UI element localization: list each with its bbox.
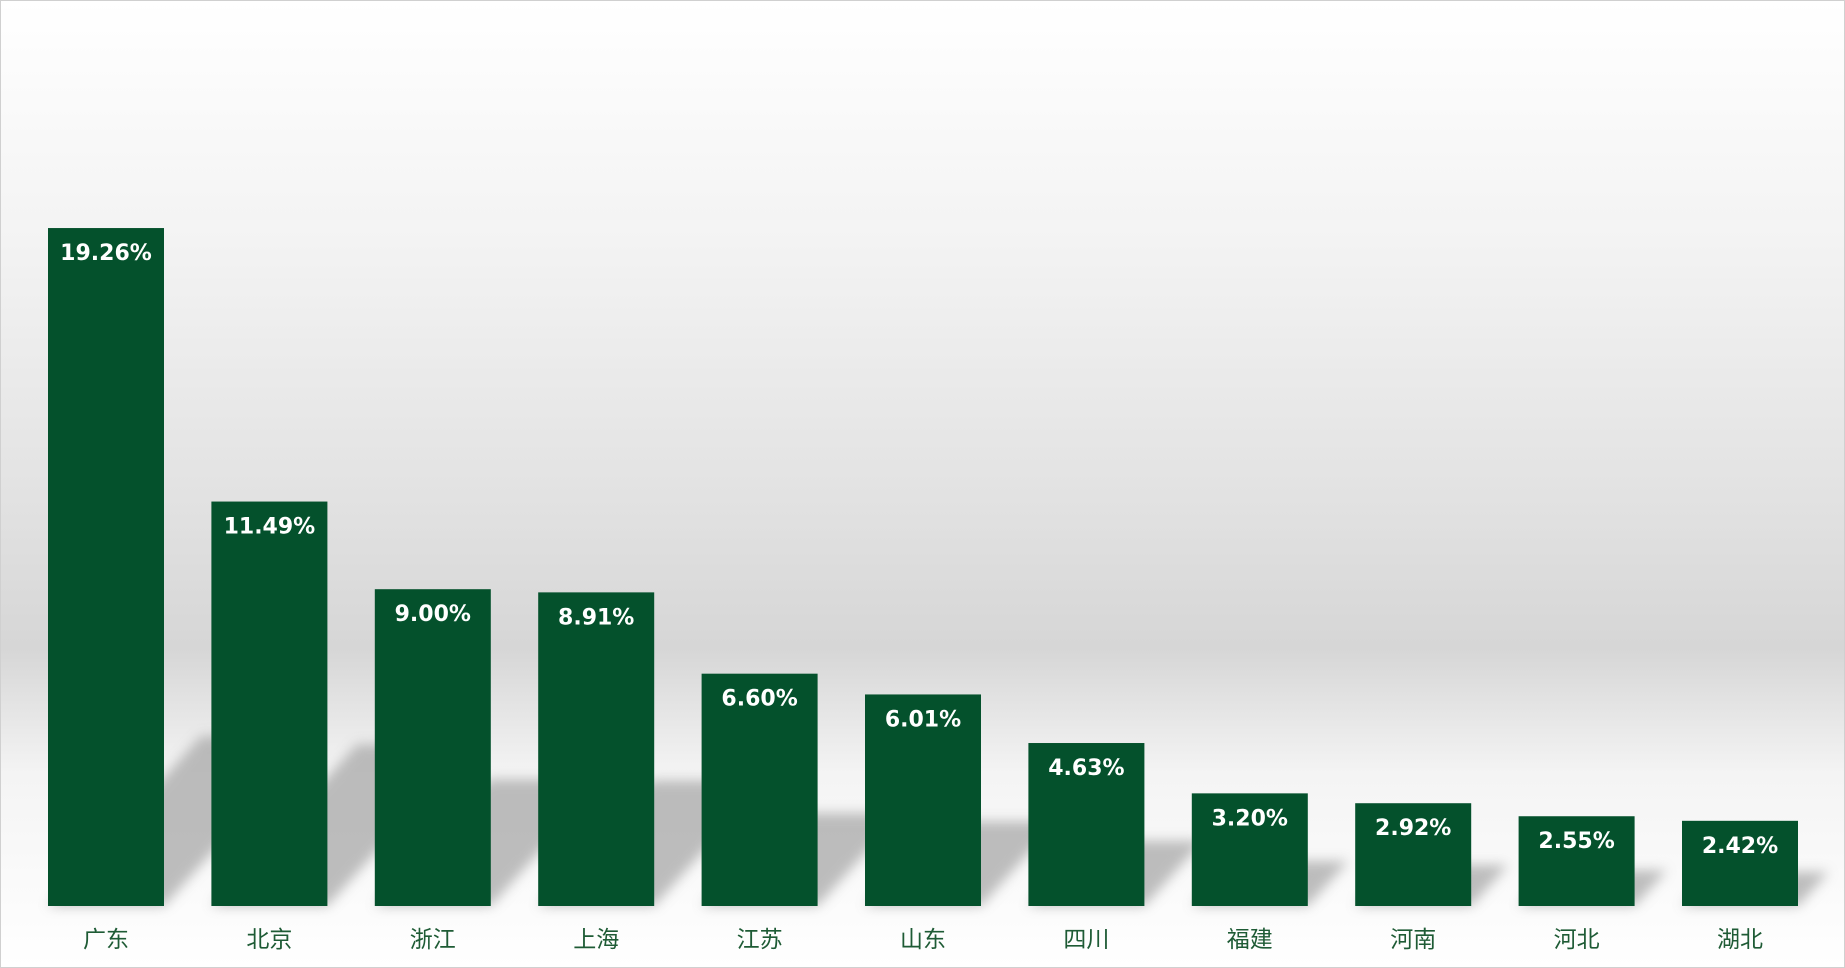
x-tick-label: 山东 — [900, 927, 946, 953]
bar — [211, 501, 328, 906]
x-tick-label: 河南 — [1390, 927, 1436, 953]
x-tick-label: 福建 — [1227, 927, 1273, 953]
data-label: 8.91% — [558, 605, 634, 630]
bar — [1518, 816, 1635, 906]
bars — [48, 228, 1798, 907]
data-label: 6.01% — [885, 707, 961, 732]
bar — [538, 592, 655, 906]
data-label: 19.26% — [60, 241, 152, 266]
bar — [1191, 793, 1308, 906]
bar — [48, 228, 164, 907]
data-label: 9.00% — [395, 602, 471, 627]
data-label: 6.60% — [721, 687, 797, 712]
x-tick-label: 北京 — [246, 927, 292, 953]
x-tick-label: 浙江 — [410, 927, 456, 953]
x-tick-label: 河北 — [1554, 927, 1600, 953]
x-tick-label: 四川 — [1063, 927, 1109, 953]
bar — [374, 589, 491, 906]
bar — [1682, 820, 1798, 906]
data-label: 3.20% — [1212, 806, 1288, 831]
x-tick-label: 广东 — [83, 927, 129, 953]
category-labels: 广东 北京 浙江 上海 江苏 山东 四川 福建 河南 河北 湖北 — [83, 927, 1763, 953]
data-label: 4.63% — [1048, 756, 1124, 781]
data-label: 11.49% — [224, 515, 316, 540]
data-label: 2.42% — [1702, 834, 1778, 859]
data-label: 2.92% — [1375, 816, 1451, 841]
bar — [1355, 803, 1472, 906]
bar — [1028, 743, 1145, 906]
data-label: 2.55% — [1538, 829, 1614, 854]
x-tick-label: 上海 — [573, 927, 619, 953]
bar — [701, 673, 818, 906]
x-tick-label: 江苏 — [737, 927, 783, 953]
bar — [865, 694, 981, 906]
value-labels: 19.26% 11.49% 9.00% 8.91% 6.60% 6.01% 4.63% 3.2… — [60, 241, 1778, 859]
x-tick-label: 湖北 — [1717, 927, 1763, 953]
